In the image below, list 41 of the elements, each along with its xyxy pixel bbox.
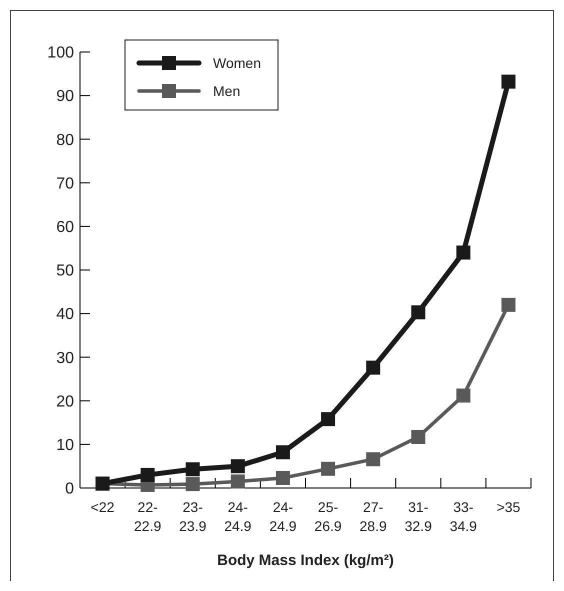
legend-label: Men (213, 82, 240, 99)
point (366, 360, 380, 375)
x-tick-label: 23- 23.9 (179, 499, 207, 534)
point (411, 430, 426, 444)
x-tick-label: >35 (496, 499, 521, 515)
y-tick-label: 60 (56, 219, 74, 236)
y-tick-label: 90 (56, 88, 74, 106)
point (186, 462, 200, 476)
x-tick-label: 31- 32.9 (404, 499, 432, 534)
x-axis-title: Body Mass Index (kg/m²) (217, 552, 394, 569)
point (321, 412, 336, 426)
y-tick-label: 80 (56, 132, 74, 149)
point (456, 246, 470, 260)
y-tick-label: 100 (47, 44, 74, 62)
x-tick-label: 27- 28.9 (360, 499, 387, 534)
point (276, 445, 290, 460)
x-tick-label: 24- 24.9 (269, 499, 297, 534)
point (366, 452, 380, 466)
point (456, 388, 470, 403)
y-tick-label: 40 (56, 306, 74, 324)
x-tick-label: 33- 34.9 (450, 499, 478, 534)
y-tick-label: 70 (56, 175, 74, 192)
x-tick-label: <22 (90, 499, 115, 515)
y-tick-label: 30 (56, 350, 74, 367)
point (186, 477, 200, 492)
point (230, 459, 245, 474)
x-tick-label: 22- 22.9 (134, 499, 162, 534)
y-tick-label: 20 (56, 393, 74, 410)
point (501, 298, 516, 312)
y-tick-label: 0 (65, 480, 74, 498)
x-tick-label: 25- 26.9 (314, 499, 342, 534)
point (321, 462, 336, 476)
point (276, 470, 290, 485)
point (230, 474, 245, 488)
legend-label: Women (213, 54, 261, 71)
y-tick-label: 10 (56, 437, 74, 454)
point (140, 468, 155, 482)
point (411, 305, 426, 320)
y-tick-label: 50 (56, 262, 74, 280)
x-tick-label: 24- 24.9 (224, 499, 252, 534)
point (501, 74, 516, 89)
